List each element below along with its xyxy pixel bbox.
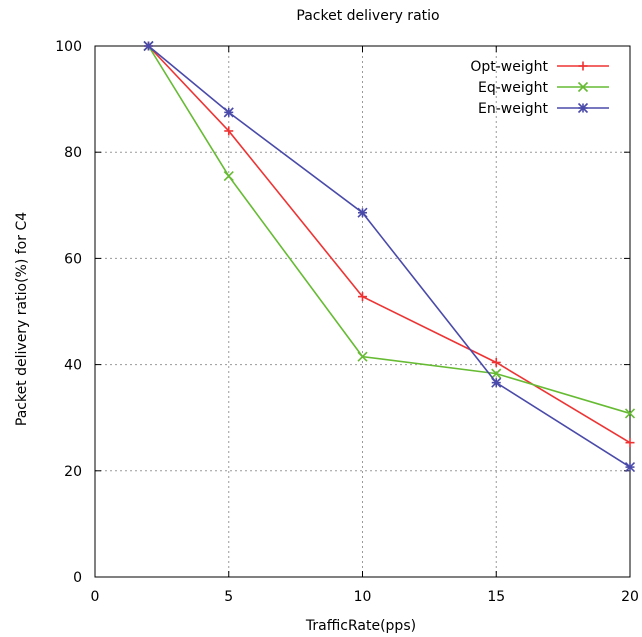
series-eq-weight [143, 40, 636, 419]
x-tick-label: 20 [621, 589, 639, 605]
data-point [624, 462, 636, 473]
series-opt-weight [144, 41, 635, 448]
y-axis-label: Packet delivery ratio(%) for C4 [14, 212, 30, 426]
legend-marker [577, 81, 589, 93]
legend-label: Eq-weight [478, 80, 548, 96]
y-tick-label: 100 [55, 39, 82, 55]
y-tick-label: 40 [64, 358, 82, 374]
legend-marker [577, 102, 589, 114]
data-point [143, 40, 154, 52]
data-point [224, 126, 234, 136]
legend-label: En-weight [478, 101, 548, 117]
data-point [624, 408, 636, 419]
chart-title: Packet delivery ratio [296, 8, 439, 24]
x-tick-label: 10 [354, 589, 372, 605]
y-tick-label: 20 [64, 464, 82, 480]
x-tick-label: 0 [91, 589, 100, 605]
series-en-weight [143, 40, 636, 473]
x-axis-label: TrafficRate(pps) [305, 618, 416, 634]
x-tick-label: 15 [487, 589, 505, 605]
y-tick-label: 0 [73, 570, 82, 586]
legend-marker [578, 61, 588, 71]
legend-label: Opt-weight [470, 59, 548, 75]
data-point [357, 351, 368, 362]
series-group [143, 40, 636, 473]
data-point [357, 207, 368, 218]
data-point [223, 171, 234, 182]
data-point [491, 368, 502, 379]
series-line [147, 45, 631, 415]
grid [95, 46, 630, 577]
data-point [491, 377, 502, 388]
y-tick-label: 80 [64, 145, 82, 161]
data-point [491, 357, 501, 367]
x-tick-label: 5 [224, 589, 233, 605]
data-point [625, 438, 635, 448]
axis-ticks: 0 5 10 15 20 0 20 40 60 80 100 [55, 39, 639, 605]
series-line [147, 45, 631, 468]
data-point [358, 292, 367, 302]
y-tick-label: 60 [64, 251, 82, 267]
data-point [223, 107, 234, 118]
legend: Opt-weight Eq-weight En-weight [470, 59, 609, 117]
